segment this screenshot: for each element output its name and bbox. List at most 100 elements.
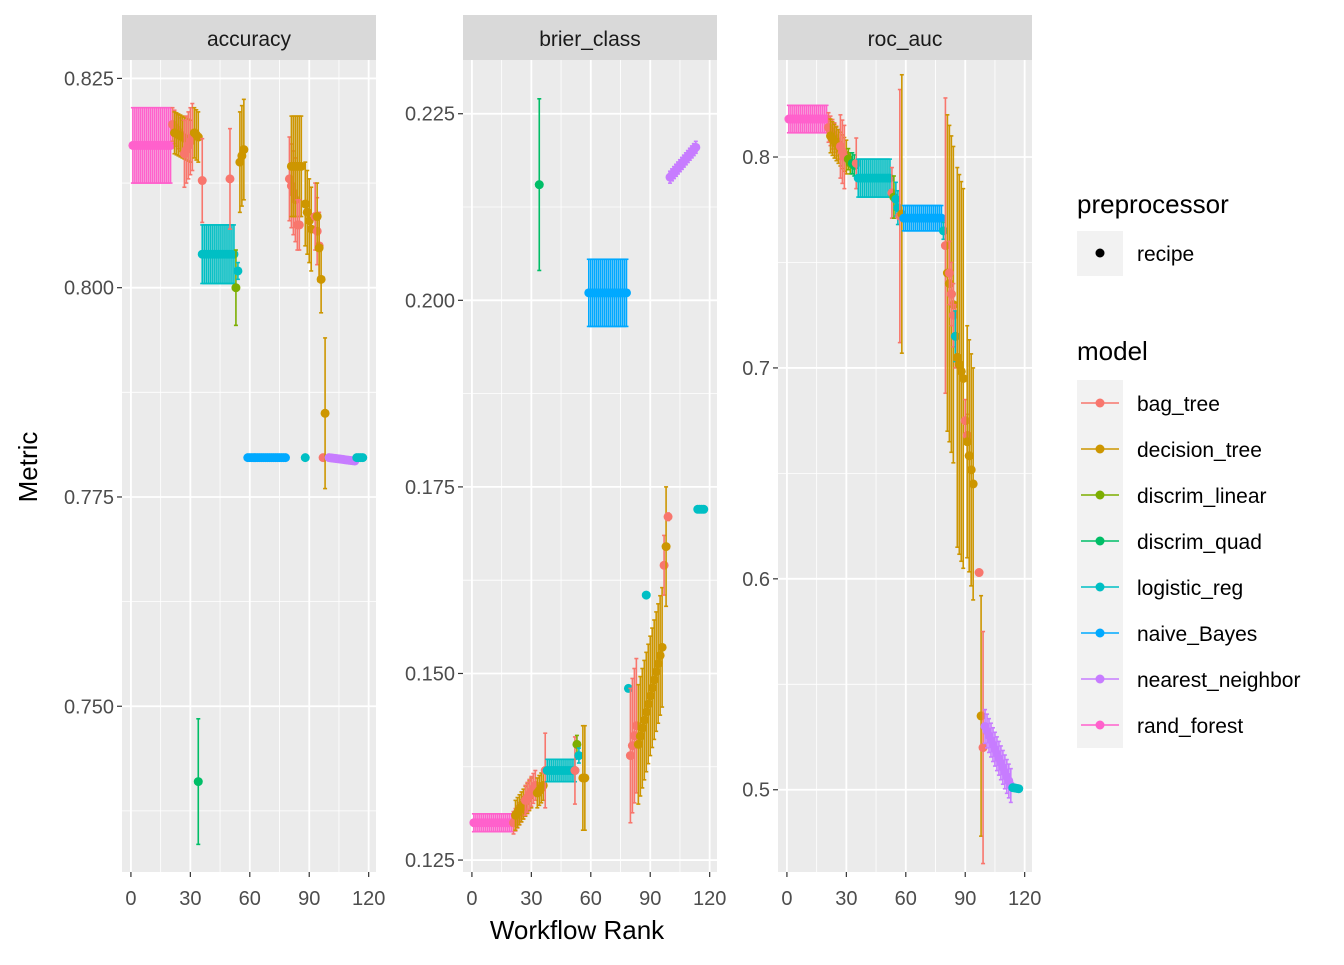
legend-label-recipe: recipe (1137, 243, 1194, 266)
point-range-bag_tree (294, 198, 304, 251)
point-range-decision_tree (968, 367, 978, 601)
legend-item-decision_tree: decision_tree (1077, 426, 1262, 472)
point-range-logistic_reg (641, 590, 651, 600)
point-range-naive_Bayes (621, 258, 631, 328)
data-point (358, 453, 368, 463)
data-point (296, 161, 306, 171)
data-point (580, 773, 590, 783)
data-point (635, 731, 645, 741)
data-point (938, 226, 948, 236)
point-range-decision_tree (661, 486, 671, 608)
legend-dot-icon (1095, 248, 1105, 258)
legend-dot-icon (1095, 398, 1105, 408)
point-range-naive_Bayes (280, 453, 290, 463)
point-range-decision_tree (239, 98, 249, 201)
data-point (968, 479, 978, 489)
legend-title-preprocessor: preprocessor (1077, 189, 1229, 219)
data-point (851, 158, 861, 168)
y-axis-title: Metric (13, 432, 43, 503)
point-range-bag_tree (974, 568, 984, 578)
data-point (300, 199, 310, 209)
y-tick-label: 0.200 (405, 290, 455, 312)
data-point (885, 173, 895, 183)
facet-panel-accuracy: accuracy 0 30 60 90 120 0.750 0.775 0.800 0.825 (64, 15, 385, 910)
point-range-bag_tree (663, 512, 673, 522)
data-point (633, 739, 643, 749)
facet-strip (463, 15, 717, 60)
data-point (294, 220, 304, 230)
x-tick-label: 60 (239, 888, 261, 910)
x-tick-label: 90 (298, 888, 320, 910)
data-point (280, 453, 290, 463)
x-tick-label: 90 (639, 888, 661, 910)
legend-dot-icon (1095, 720, 1105, 730)
point-range-discrim_quad (534, 98, 544, 272)
legend-item-discrim_linear: discrim_linear (1077, 472, 1267, 518)
data-point (647, 683, 657, 693)
legend-label: nearest_neighbor (1137, 669, 1300, 692)
point-range-decision_tree (320, 337, 330, 490)
data-point (661, 542, 671, 552)
data-point (637, 723, 647, 733)
point-range-nearest_neighbor (691, 140, 701, 155)
data-point (312, 212, 322, 222)
data-point (659, 560, 669, 570)
data-point (239, 145, 249, 155)
data-point (936, 213, 946, 223)
data-point (974, 568, 984, 578)
data-point (316, 274, 326, 284)
facet-strip (122, 15, 376, 60)
point-range-logistic_reg (574, 747, 584, 764)
x-tick-label: 30 (520, 888, 542, 910)
y-tick-label: 0.175 (405, 477, 455, 499)
x-tick-label: 120 (1008, 888, 1041, 910)
y-tick-label: 0.125 (405, 850, 455, 872)
data-point (960, 416, 970, 426)
y-tick-label: 0.150 (405, 663, 455, 685)
x-tick-label: 120 (352, 888, 385, 910)
data-point (320, 408, 330, 418)
data-point (649, 675, 659, 685)
data-point (641, 590, 651, 600)
y-tick-label: 0.225 (405, 104, 455, 126)
data-point (891, 194, 901, 204)
data-point (572, 739, 582, 749)
point-range-bag_tree (225, 127, 235, 230)
y-tick-label: 0.775 (64, 487, 114, 509)
data-point (1014, 784, 1024, 794)
data-points (784, 73, 1024, 865)
facet-strip-label: brier_class (539, 28, 641, 51)
data-point (197, 176, 207, 186)
data-point (166, 140, 176, 150)
x-tick-label: 30 (835, 888, 857, 910)
data-point (651, 667, 661, 677)
data-point (964, 451, 974, 461)
data-point (657, 642, 667, 652)
point-range-decision_tree (958, 187, 968, 570)
point-range-decision_tree (657, 586, 667, 708)
data-point (625, 751, 635, 761)
data-point (639, 715, 649, 725)
legend-dot-icon (1095, 674, 1105, 684)
data-point (948, 310, 958, 320)
data-point (570, 766, 580, 775)
data-point (621, 288, 631, 298)
x-tick-label: 120 (693, 888, 726, 910)
data-point (229, 249, 239, 259)
x-tick-label: 90 (954, 888, 976, 910)
legend-label: decision_tree (1137, 439, 1262, 462)
point-range-decision_tree (580, 724, 590, 832)
data-points (128, 98, 368, 846)
legend-dot-icon (1095, 444, 1105, 454)
data-point (643, 699, 653, 709)
data-point (655, 650, 665, 660)
data-point (314, 243, 324, 253)
point-range-discrim_quad (193, 718, 203, 846)
data-point (940, 241, 950, 251)
legend-item-bag_tree: bag_tree (1077, 380, 1220, 426)
point-range-logistic_reg (1014, 784, 1024, 794)
x-axis-title: Workflow Rank (490, 915, 665, 945)
legend-label: discrim_quad (1137, 531, 1262, 554)
data-points (469, 98, 709, 835)
